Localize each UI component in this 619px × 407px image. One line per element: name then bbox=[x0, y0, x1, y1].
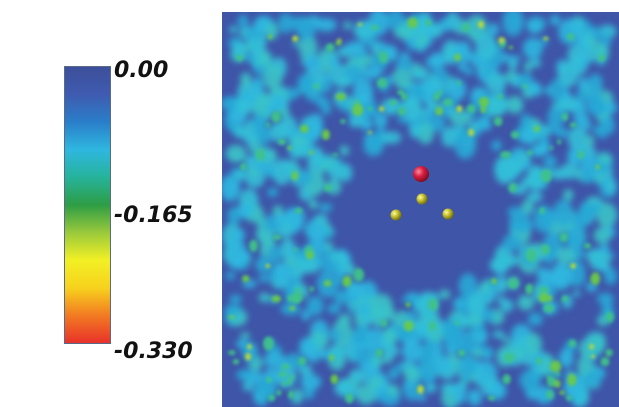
colorbar bbox=[64, 66, 111, 344]
colorbar-tick-min: -0.330 bbox=[114, 339, 193, 364]
yellow-atom-sphere bbox=[442, 208, 454, 220]
fluctuation-field bbox=[222, 12, 618, 407]
red-atom-sphere bbox=[413, 166, 429, 182]
potential-map bbox=[222, 12, 619, 407]
atom-spheres bbox=[390, 166, 454, 221]
potential-map-svg bbox=[222, 12, 619, 407]
colorbar-tick-mid: -0.165 bbox=[114, 203, 193, 228]
hotspot-field bbox=[228, 17, 614, 404]
yellow-atom-sphere bbox=[390, 209, 402, 221]
colorbar-tick-max: 0.00 bbox=[114, 58, 169, 83]
yellow-atom-sphere bbox=[416, 193, 428, 205]
